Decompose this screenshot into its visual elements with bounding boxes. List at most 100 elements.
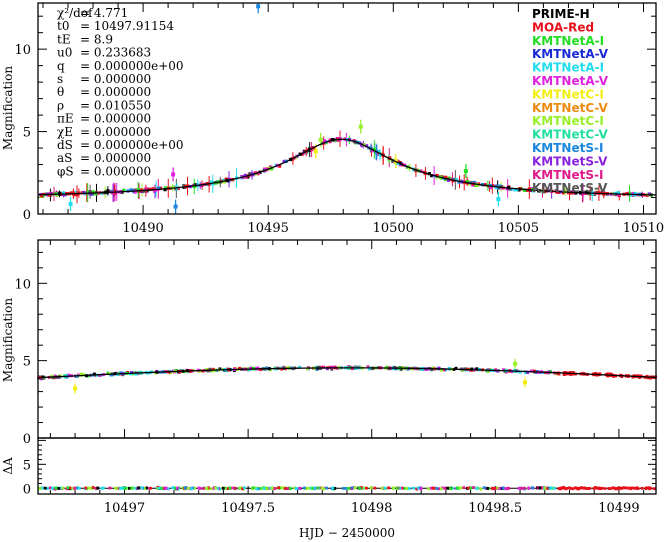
residual-data-point xyxy=(439,487,443,491)
residual-data-point xyxy=(427,487,430,491)
residual-data-point xyxy=(407,487,411,490)
residual-data-point xyxy=(392,486,395,490)
residual-data-point xyxy=(41,486,44,490)
parameter-name: φS xyxy=(57,164,74,178)
parameter-value: = 0.000000e+00 xyxy=(80,138,184,152)
residual-data-point xyxy=(565,487,569,490)
top-data-point xyxy=(391,159,395,164)
residual-data-point xyxy=(620,487,623,490)
residual-data-points xyxy=(38,485,656,491)
legend-entry: KMTNetC-V xyxy=(532,101,609,115)
residual-data-point xyxy=(251,486,255,490)
residual-data-point xyxy=(89,486,93,490)
residual-data-point xyxy=(232,486,235,490)
residual-data-point xyxy=(316,486,320,490)
residual-data-point xyxy=(517,487,521,490)
residual-data-point xyxy=(624,486,628,490)
residual-data-point xyxy=(325,486,329,490)
residual-panel: 10497 10497.5 10498 10498.5 10499 05 ΔA HJD … xyxy=(1,437,657,540)
parameter-name: q xyxy=(57,59,65,73)
residual-data-point xyxy=(608,487,612,490)
middle-data-point xyxy=(532,369,536,373)
legend-entry: KMTNetS-I xyxy=(532,141,603,155)
parameter-name: χE xyxy=(57,125,73,139)
middle-data-point xyxy=(631,375,635,379)
residual-data-point xyxy=(416,486,420,490)
residual-data-point xyxy=(164,486,168,490)
residual-data-point xyxy=(348,486,352,490)
top-x-tick-label: 10495 xyxy=(248,221,289,236)
middle-data-point xyxy=(238,366,242,370)
residual-y-axis-label: ΔA xyxy=(1,457,15,475)
residual-data-point xyxy=(293,486,296,490)
middle-data-point xyxy=(98,373,102,377)
middle-data-point xyxy=(366,365,370,369)
residual-data-point xyxy=(400,486,404,490)
residual-data-point xyxy=(262,487,266,490)
top-data-point xyxy=(69,191,74,195)
top-data-point xyxy=(588,192,593,196)
middle-data-point xyxy=(526,370,530,374)
residual-data-point xyxy=(346,487,350,490)
middle-y-tick-label: 0 xyxy=(23,432,31,447)
top-data-point xyxy=(122,188,126,192)
parameter-name: u0 xyxy=(57,46,72,60)
residual-data-point xyxy=(43,486,47,490)
top-data-point xyxy=(365,144,369,148)
residual-data-point xyxy=(303,486,306,490)
parameter-name: πE xyxy=(57,112,74,126)
top-data-point xyxy=(569,191,573,195)
parameter-name: dS xyxy=(57,138,73,152)
residual-data-point xyxy=(522,486,526,490)
top-data-point xyxy=(328,140,332,144)
residual-x-tick-label: 10497.5 xyxy=(221,501,275,516)
top-data-point xyxy=(444,175,448,179)
top-data-point xyxy=(147,187,151,191)
residual-data-point xyxy=(475,486,478,490)
legend-entry: PRIME-H xyxy=(532,7,590,21)
residual-data-point xyxy=(145,486,148,490)
top-data-point xyxy=(144,187,148,191)
middle-plot-frame xyxy=(37,239,657,439)
residual-data-point xyxy=(365,486,368,490)
top-data-point xyxy=(556,190,560,194)
residual-data-point xyxy=(183,486,187,490)
residual-data-point xyxy=(429,486,432,490)
residual-data-point xyxy=(577,487,581,490)
model-parameters: χ²/dof= 4.771 t0 = 10497.91154 tE = 8.9 u0 = 0… xyxy=(57,6,184,178)
middle-data-point xyxy=(371,367,375,371)
residual-x-tick-label: 10497 xyxy=(104,501,145,516)
residual-data-point xyxy=(506,486,510,490)
residual-data-point xyxy=(214,486,217,490)
residual-data-point xyxy=(108,486,112,490)
residual-data-point xyxy=(403,487,407,490)
residual-data-point xyxy=(163,487,166,490)
residual-data-point xyxy=(226,487,230,490)
middle-data-point xyxy=(314,365,318,369)
residual-data-point xyxy=(189,487,193,491)
residual-data-point xyxy=(462,486,466,490)
top-data-point xyxy=(483,183,487,187)
residual-data-point xyxy=(540,486,544,490)
top-data-point xyxy=(396,162,400,166)
residual-data-point xyxy=(618,486,622,490)
parameter-value: = 0.000000 xyxy=(80,164,151,178)
residual-data-point xyxy=(549,486,553,490)
residual-data-point xyxy=(571,487,575,491)
residual-data-point xyxy=(197,486,201,490)
residual-data-point xyxy=(228,486,232,490)
top-data-point xyxy=(468,180,472,184)
middle-data-point xyxy=(554,372,558,376)
middle-data-point xyxy=(442,368,446,372)
residual-data-point xyxy=(472,486,475,489)
residual-data-point xyxy=(652,487,656,491)
residual-data-point xyxy=(491,487,494,490)
top-x-tick-label: 10510 xyxy=(623,221,664,236)
middle-data-points xyxy=(37,358,658,394)
residual-data-point xyxy=(57,487,61,490)
top-x-tick-label: 10505 xyxy=(498,221,539,236)
residual-data-point xyxy=(575,486,579,490)
residual-data-point xyxy=(527,486,531,490)
middle-data-point xyxy=(594,371,598,375)
top-data-point xyxy=(585,190,589,194)
